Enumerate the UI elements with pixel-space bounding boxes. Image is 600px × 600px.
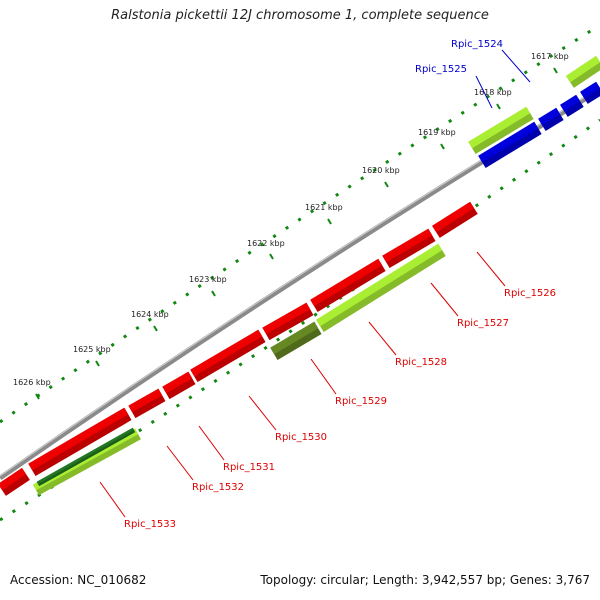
scale-tick [211, 290, 216, 297]
gene-red-segment-4[interactable] [162, 371, 196, 400]
gene-label-rpic_1532[interactable]: Rpic_1532 [166, 445, 244, 493]
leader-line [248, 395, 277, 431]
gene-label-text: Rpic_1528 [395, 357, 447, 368]
gene-label-text: Rpic_1529 [335, 396, 387, 407]
gene-red-segment-7[interactable] [310, 258, 386, 312]
leader-line [368, 321, 397, 356]
scale-label: 1623 kbp [189, 275, 227, 284]
gene-label-text: Rpic_1532 [192, 482, 244, 493]
feature-dark-1529[interactable] [270, 321, 322, 361]
scale-label: 1617 kbp [531, 52, 569, 61]
gene-blue-1524[interactable] [560, 94, 584, 117]
scale-tick [327, 218, 332, 225]
gene-label-rpic_1525[interactable]: Rpic_1525 [415, 64, 493, 109]
gene-label-rpic_1526[interactable]: Rpic_1526 [476, 251, 556, 299]
gene-label-text: Rpic_1531 [223, 462, 275, 473]
leader-line [475, 75, 493, 109]
leader-line [476, 251, 506, 287]
scale-label: 1620 kbp [362, 166, 400, 175]
scale-label: 1622 kbp [247, 239, 285, 248]
scale-tick [553, 67, 558, 74]
gene-red-segment-2[interactable] [28, 407, 132, 477]
accession-text: Accession: NC_010682 [10, 573, 147, 587]
leader-line [501, 49, 531, 83]
scale-tick [95, 360, 100, 367]
leader-line [310, 358, 337, 395]
gene-red-segment-6[interactable] [262, 302, 314, 341]
scale-tick [153, 325, 158, 332]
gene-label-rpic_1527[interactable]: Rpic_1527 [430, 282, 509, 329]
gene-label-rpic_1533[interactable]: Rpic_1533 [99, 481, 176, 530]
gene-label-rpic_1528[interactable]: Rpic_1528 [368, 321, 447, 368]
scale-label: 1625 kbp [73, 345, 111, 354]
feature-light-1525[interactable] [468, 106, 534, 154]
gene-blue-1525b[interactable] [538, 107, 564, 131]
gene-label-text: Rpic_1527 [457, 318, 509, 329]
scale-tick [35, 393, 40, 400]
scale-label: 1624 kbp [131, 310, 169, 319]
gene-label-text: Rpic_1524 [451, 39, 503, 50]
leader-line [166, 445, 194, 481]
gene-label-rpic_1529[interactable]: Rpic_1529 [310, 358, 387, 407]
gene-red-segment-8[interactable] [382, 228, 436, 269]
scale-tick [269, 253, 274, 260]
gene-label-rpic_1530[interactable]: Rpic_1530 [248, 395, 327, 443]
gene-red-segment-9[interactable] [432, 201, 478, 238]
scale-label: 1619 kbp [418, 128, 456, 137]
gene-red-segment-3[interactable] [128, 388, 166, 419]
leader-line [99, 481, 126, 518]
scale-label: 1621 kbp [305, 203, 343, 212]
gene-red-segment-1[interactable] [0, 467, 30, 496]
outer-tick-track [0, 23, 600, 424]
inner-tick-track [0, 118, 600, 522]
map-title: Ralstonia pickettii 12J chromosome 1, co… [111, 8, 489, 23]
leader-line [430, 282, 459, 317]
scale-tick [440, 143, 445, 150]
gene-label-text: Rpic_1526 [504, 288, 556, 299]
scale-label: 1626 kbp [13, 378, 51, 387]
gene-label-text: Rpic_1530 [275, 432, 327, 443]
gene-label-text: Rpic_1525 [415, 64, 467, 75]
summary-text: Topology: circular; Length: 3,942,557 bp… [260, 573, 590, 587]
feature-light-1524[interactable] [565, 55, 600, 88]
gene-blue-1525[interactable] [478, 121, 542, 168]
gene-label-rpic_1531[interactable]: Rpic_1531 [198, 425, 275, 473]
gene-blue-1524b[interactable] [580, 81, 600, 104]
scale-label: 1618 kbp [474, 88, 512, 97]
gene-red-segment-5[interactable] [190, 329, 266, 383]
feature-light-1528[interactable] [316, 243, 446, 332]
leader-line [198, 425, 225, 461]
scale-tick [384, 181, 389, 188]
feature-mid-1533[interactable] [36, 427, 136, 487]
gene-label-text: Rpic_1533 [124, 519, 176, 530]
gene-label-rpic_1524[interactable]: Rpic_1524 [451, 39, 531, 83]
scale-tick [496, 103, 501, 110]
